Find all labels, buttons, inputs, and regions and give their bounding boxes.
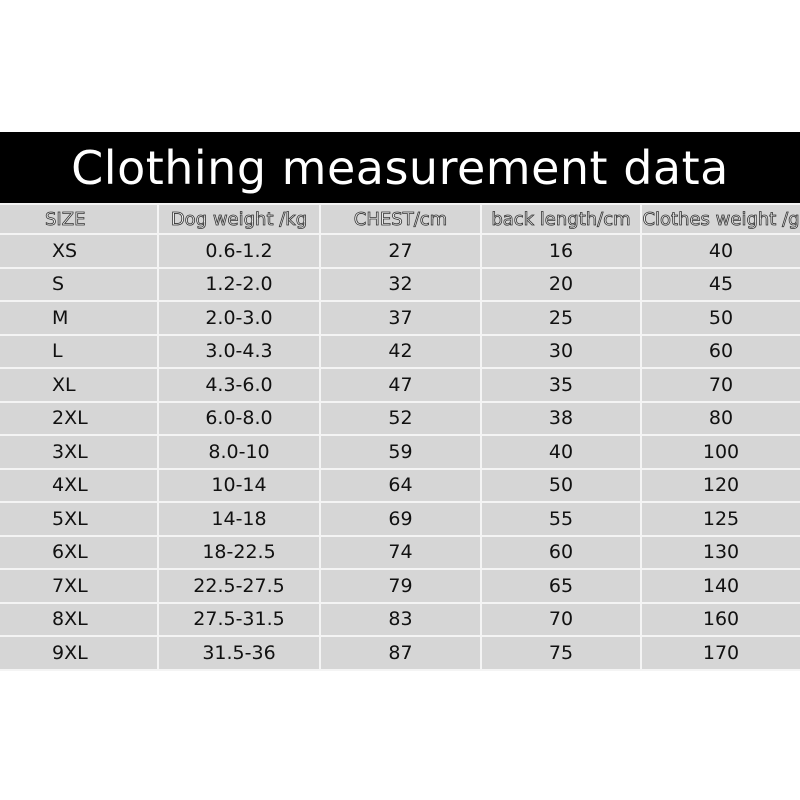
table-cell: M <box>0 300 159 336</box>
table-cell: 2.0-3.0 <box>157 300 321 336</box>
table-cell: 50 <box>480 467 642 503</box>
table-cell: 1.2-2.0 <box>157 266 321 302</box>
table-cell: 170 <box>640 635 800 671</box>
table-cell: S <box>0 266 159 302</box>
table-cell: 8.0-10 <box>157 434 321 470</box>
column-header: back length/cm <box>480 203 642 235</box>
table-cell: 31.5-36 <box>157 635 321 671</box>
table-cell: 74 <box>319 534 482 570</box>
table-cell: 6.0-8.0 <box>157 400 321 436</box>
table-cell: 69 <box>319 501 482 537</box>
table-cell: XL <box>0 367 159 403</box>
table-row: 3XL 8.0-10 59 40 100 <box>0 434 800 470</box>
table-cell: 2XL <box>0 400 159 436</box>
table-cell: 45 <box>640 266 800 302</box>
table-row: 4XL 10-14 64 50 120 <box>0 467 800 503</box>
column-header: CHEST/cm <box>319 203 482 235</box>
table-cell: 4.3-6.0 <box>157 367 321 403</box>
table-cell: 3.0-4.3 <box>157 333 321 369</box>
column-header: SIZE <box>0 203 159 235</box>
table-cell: 83 <box>319 601 482 637</box>
table-cell: 10-14 <box>157 467 321 503</box>
table-cell: 38 <box>480 400 642 436</box>
table-cell: 27.5-31.5 <box>157 601 321 637</box>
table-cell: 0.6-1.2 <box>157 233 321 269</box>
table-cell: 160 <box>640 601 800 637</box>
table-cell: 59 <box>319 434 482 470</box>
table-row: 9XL 31.5-36 87 75 170 <box>0 635 800 671</box>
table-cell: 27 <box>319 233 482 269</box>
table-cell: 8XL <box>0 601 159 637</box>
table-cell: 60 <box>640 333 800 369</box>
table-cell: 3XL <box>0 434 159 470</box>
table-cell: 14-18 <box>157 501 321 537</box>
table-cell: 140 <box>640 568 800 604</box>
table-cell: 125 <box>640 501 800 537</box>
table-cell: 40 <box>480 434 642 470</box>
header-row: SIZE Dog weight /kg CHEST/cm back length/cm… <box>0 203 800 235</box>
table-cell: 4XL <box>0 467 159 503</box>
table-row: M 2.0-3.0 37 25 50 <box>0 300 800 336</box>
table-cell: 120 <box>640 467 800 503</box>
table-cell: 70 <box>480 601 642 637</box>
table-cell: 7XL <box>0 568 159 604</box>
table-cell: 32 <box>319 266 482 302</box>
table-cell: 65 <box>480 568 642 604</box>
table-row: 6XL 18-22.5 74 60 130 <box>0 534 800 570</box>
title-banner: Clothing measurement data <box>0 132 800 203</box>
table-cell: 25 <box>480 300 642 336</box>
column-header: Dog weight /kg <box>157 203 321 235</box>
table-cell: 100 <box>640 434 800 470</box>
table-row: S 1.2-2.0 32 20 45 <box>0 266 800 302</box>
table-cell: 40 <box>640 233 800 269</box>
table-cell: 37 <box>319 300 482 336</box>
table-cell: 22.5-27.5 <box>157 568 321 604</box>
table-row: 8XL 27.5-31.5 83 70 160 <box>0 601 800 637</box>
table-cell: 42 <box>319 333 482 369</box>
table-row: XL 4.3-6.0 47 35 70 <box>0 367 800 403</box>
table-cell: 18-22.5 <box>157 534 321 570</box>
table-cell: 5XL <box>0 501 159 537</box>
table-cell: 30 <box>480 333 642 369</box>
table-row: 5XL 14-18 69 55 125 <box>0 501 800 537</box>
table-cell: 70 <box>640 367 800 403</box>
table-cell: 64 <box>319 467 482 503</box>
table-cell: 35 <box>480 367 642 403</box>
table-cell: L <box>0 333 159 369</box>
table-cell: 20 <box>480 266 642 302</box>
table-cell: 50 <box>640 300 800 336</box>
table-row: L 3.0-4.3 42 30 60 <box>0 333 800 369</box>
table-cell: 6XL <box>0 534 159 570</box>
table-cell: 55 <box>480 501 642 537</box>
table-cell: XS <box>0 233 159 269</box>
size-table: SIZE Dog weight /kg CHEST/cm back length/cm… <box>0 203 800 671</box>
table-cell: 47 <box>319 367 482 403</box>
table-cell: 52 <box>319 400 482 436</box>
table-cell: 87 <box>319 635 482 671</box>
table-row: 7XL 22.5-27.5 79 65 140 <box>0 568 800 604</box>
table-row: XS 0.6-1.2 27 16 40 <box>0 233 800 269</box>
table-cell: 60 <box>480 534 642 570</box>
table-cell: 80 <box>640 400 800 436</box>
table-cell: 75 <box>480 635 642 671</box>
column-header: Clothes weight /g <box>640 203 800 235</box>
table-row: 2XL 6.0-8.0 52 38 80 <box>0 400 800 436</box>
table-cell: 16 <box>480 233 642 269</box>
table-cell: 79 <box>319 568 482 604</box>
table-cell: 9XL <box>0 635 159 671</box>
table-cell: 130 <box>640 534 800 570</box>
